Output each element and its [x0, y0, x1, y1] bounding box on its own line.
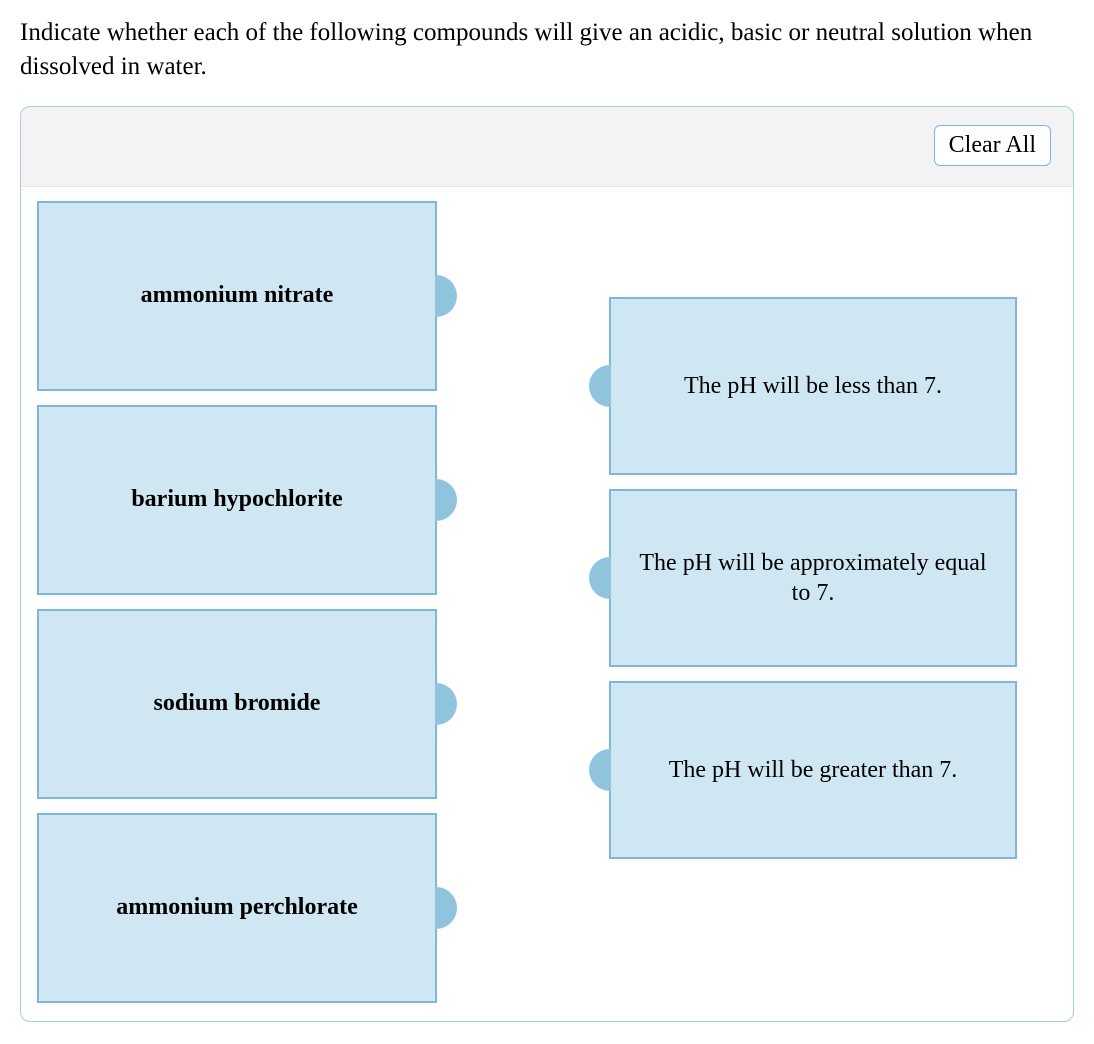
compound-label: ammonium perchlorate	[116, 894, 358, 921]
compound-label: barium hypochlorite	[131, 486, 342, 513]
matching-panel: Clear All ammonium nitrate barium hypoch…	[20, 106, 1074, 1022]
compounds-column: ammonium nitrate barium hypochlorite sod…	[37, 201, 437, 1003]
compound-tile-ammonium-nitrate[interactable]: ammonium nitrate	[37, 201, 437, 391]
compound-label: ammonium nitrate	[141, 282, 334, 309]
target-label: The pH will be approximately equal to 7.	[631, 548, 995, 608]
drag-connector-icon[interactable]	[435, 479, 457, 521]
drag-connector-icon[interactable]	[435, 275, 457, 317]
target-tile-neutral[interactable]: The pH will be approximately equal to 7.	[609, 489, 1017, 667]
question-prompt: Indicate whether each of the following c…	[20, 16, 1074, 84]
targets-column: The pH will be less than 7. The pH will …	[609, 297, 1017, 859]
drag-connector-icon[interactable]	[435, 683, 457, 725]
compound-tile-barium-hypochlorite[interactable]: barium hypochlorite	[37, 405, 437, 595]
target-label: The pH will be greater than 7.	[669, 755, 958, 785]
drop-connector-icon[interactable]	[589, 557, 611, 599]
target-tile-basic[interactable]: The pH will be greater than 7.	[609, 681, 1017, 859]
drag-connector-icon[interactable]	[435, 887, 457, 929]
target-tile-acidic[interactable]: The pH will be less than 7.	[609, 297, 1017, 475]
compound-tile-ammonium-perchlorate[interactable]: ammonium perchlorate	[37, 813, 437, 1003]
target-label: The pH will be less than 7.	[684, 371, 942, 401]
compound-tile-sodium-bromide[interactable]: sodium bromide	[37, 609, 437, 799]
drop-connector-icon[interactable]	[589, 749, 611, 791]
compound-label: sodium bromide	[154, 690, 321, 717]
panel-header: Clear All	[21, 107, 1073, 187]
drop-connector-icon[interactable]	[589, 365, 611, 407]
panel-body: ammonium nitrate barium hypochlorite sod…	[21, 187, 1073, 1021]
clear-all-button[interactable]: Clear All	[934, 125, 1051, 166]
